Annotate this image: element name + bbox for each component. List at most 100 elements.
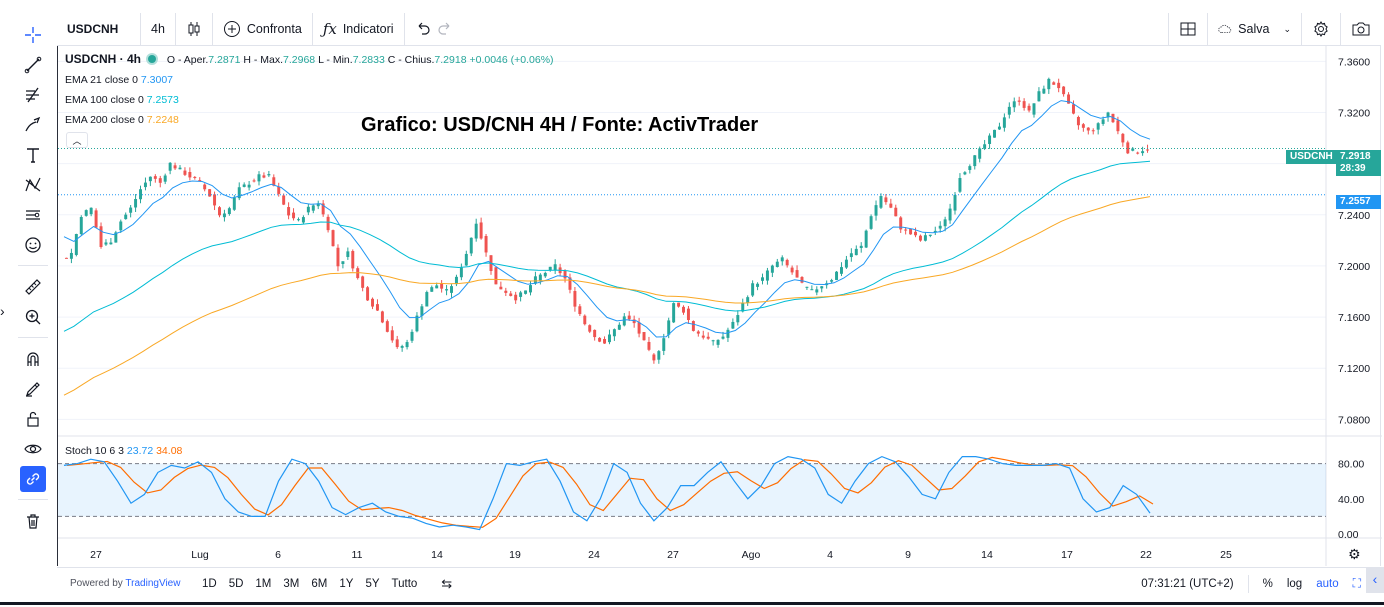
chart-pane[interactable]: 7.36007.32007.28007.24007.20007.16007.12… bbox=[57, 46, 1382, 566]
link-icon[interactable] bbox=[20, 466, 46, 492]
indicators-button[interactable]: ƒx Indicatori bbox=[313, 12, 405, 46]
candle-body bbox=[1012, 101, 1016, 108]
chart-canvas[interactable]: 7.36007.32007.28007.24007.20007.16007.12… bbox=[58, 46, 1382, 566]
pattern-icon[interactable] bbox=[20, 172, 46, 198]
interval-button[interactable]: 4h bbox=[141, 12, 176, 46]
lock-drawing-icon[interactable] bbox=[20, 376, 46, 402]
collapse-legend-button[interactable]: ︿ bbox=[66, 132, 88, 148]
eye-icon[interactable] bbox=[20, 436, 46, 462]
candle-body bbox=[74, 233, 78, 255]
save-button[interactable]: Salva ⌄ bbox=[1207, 12, 1301, 46]
redo-button[interactable] bbox=[427, 13, 463, 46]
candle-body bbox=[958, 178, 962, 192]
symbol-search-button[interactable]: USDCNH bbox=[57, 12, 141, 46]
range-button[interactable]: 1Y bbox=[339, 577, 354, 590]
range-button[interactable]: 1D bbox=[202, 577, 217, 590]
text-tool-icon[interactable] bbox=[20, 142, 46, 168]
candle-body bbox=[430, 287, 434, 292]
candle-body bbox=[208, 189, 212, 197]
expand-toolbar-icon[interactable]: › bbox=[0, 303, 5, 319]
fib-tool-icon[interactable] bbox=[20, 82, 46, 108]
candle-body bbox=[1081, 124, 1085, 128]
candle-body bbox=[997, 126, 1001, 130]
close-value: 7.2918 bbox=[434, 54, 467, 66]
candle-body bbox=[242, 184, 246, 187]
candle-body bbox=[795, 270, 799, 278]
candle-body bbox=[1086, 127, 1090, 131]
candle-body bbox=[884, 197, 888, 203]
prediction-icon[interactable] bbox=[20, 202, 46, 228]
fullscreen-icon[interactable]: ⛶ bbox=[1352, 576, 1361, 590]
undo-button[interactable] bbox=[405, 13, 441, 46]
candle-body bbox=[306, 206, 310, 213]
ema100-legend[interactable]: EMA 100 close 0 7.2573 bbox=[65, 94, 179, 106]
x-axis-label: 17 bbox=[1061, 549, 1073, 561]
settings-button[interactable] bbox=[1301, 12, 1340, 46]
chart-type-button[interactable] bbox=[176, 12, 213, 46]
trash-icon[interactable] bbox=[20, 508, 46, 534]
brush-icon[interactable] bbox=[20, 112, 46, 138]
candle-body bbox=[143, 182, 147, 188]
chevron-left-icon[interactable]: ‹ bbox=[1366, 567, 1384, 593]
candle-body bbox=[1047, 78, 1051, 90]
candle-body bbox=[227, 208, 231, 214]
open-value: 7.2871 bbox=[208, 54, 241, 66]
candle-body bbox=[479, 222, 483, 239]
candle-body bbox=[114, 232, 118, 243]
candle-body bbox=[691, 321, 695, 331]
ema21-legend[interactable]: EMA 21 close 0 7.3007 bbox=[65, 74, 173, 86]
candle-body bbox=[277, 186, 281, 194]
unlock-icon[interactable] bbox=[20, 406, 46, 432]
candle-body bbox=[331, 230, 335, 247]
stoch-band bbox=[58, 463, 1326, 517]
candle-body bbox=[765, 270, 769, 281]
candle-body bbox=[815, 289, 819, 293]
high-value: 7.2968 bbox=[283, 54, 316, 66]
percent-toggle[interactable]: % bbox=[1262, 577, 1273, 590]
candle-body bbox=[469, 237, 473, 254]
log-toggle[interactable]: log bbox=[1286, 577, 1303, 590]
candle-body bbox=[509, 293, 513, 296]
compare-button[interactable]: Confronta bbox=[213, 12, 313, 46]
screenshot-button[interactable] bbox=[1340, 12, 1381, 46]
ruler-icon[interactable] bbox=[20, 274, 46, 300]
powered-by[interactable]: Powered by TradingView bbox=[70, 578, 190, 589]
zoom-in-icon[interactable] bbox=[20, 304, 46, 330]
candle-body bbox=[94, 210, 98, 228]
range-button[interactable]: 1M bbox=[255, 577, 272, 590]
clock[interactable]: 07:31:21 (UTC+2) bbox=[1141, 577, 1234, 590]
symbol-label: USDCNH bbox=[67, 22, 119, 36]
candle-body bbox=[1057, 82, 1061, 89]
candle-body bbox=[943, 219, 947, 227]
trendline-icon[interactable] bbox=[20, 52, 46, 78]
range-button[interactable]: 6M bbox=[311, 577, 328, 590]
candle-body bbox=[494, 267, 498, 285]
stoch-k-line bbox=[63, 455, 1151, 531]
goto-date-icon[interactable]: ⇆ bbox=[441, 575, 453, 591]
emoji-icon[interactable] bbox=[20, 232, 46, 258]
crosshair-icon[interactable] bbox=[20, 22, 46, 48]
ema200-legend[interactable]: EMA 200 close 0 7.2248 bbox=[65, 114, 179, 126]
auto-toggle[interactable]: auto bbox=[1316, 577, 1339, 590]
candle-body bbox=[262, 175, 266, 178]
candle-body bbox=[1027, 105, 1031, 111]
undo-icon bbox=[418, 22, 430, 35]
candle-body bbox=[588, 325, 592, 332]
axis-settings-icon[interactable]: ⚙ bbox=[1348, 547, 1361, 563]
range-button[interactable]: 3M bbox=[283, 577, 300, 590]
magnet-icon[interactable] bbox=[20, 346, 46, 372]
candle-body bbox=[573, 291, 577, 307]
x-axis-label: 24 bbox=[588, 549, 600, 561]
candle-body bbox=[301, 217, 305, 223]
layout-button[interactable] bbox=[1168, 12, 1207, 46]
range-button[interactable]: 5Y bbox=[365, 577, 380, 590]
candle-body bbox=[514, 294, 518, 301]
candle-body bbox=[79, 217, 83, 235]
range-button[interactable]: 5D bbox=[228, 577, 244, 590]
save-label: Salva bbox=[1238, 22, 1270, 36]
ema100-value: 7.2573 bbox=[146, 94, 179, 106]
candle-body bbox=[1037, 91, 1041, 102]
stoch-legend[interactable]: Stoch 10 6 3 23.72 34.08 bbox=[65, 445, 182, 457]
bottom-toolbar: Powered by TradingView 1D 5D 1M 3M 6M 1Y 5Y Tut… bbox=[57, 567, 1381, 599]
range-button[interactable]: Tutto bbox=[391, 577, 418, 590]
